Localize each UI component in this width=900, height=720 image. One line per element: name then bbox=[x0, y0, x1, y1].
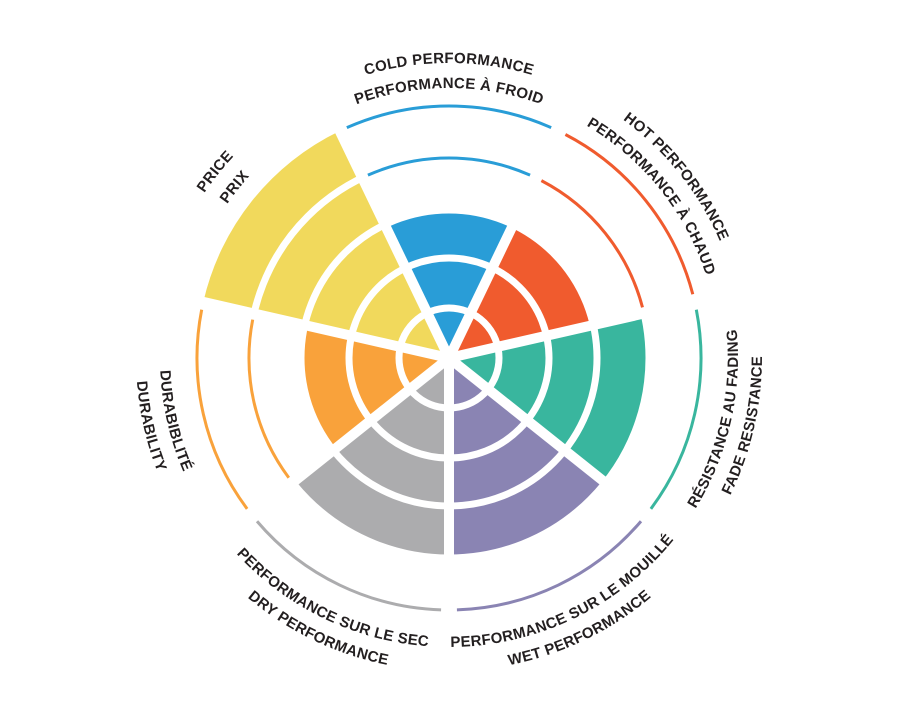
sector-gap-ray-1 bbox=[444, 125, 565, 361]
label-cold-performance-line2: PERFORMANCE À FROID bbox=[352, 75, 546, 108]
sector-fill-dry-performance bbox=[292, 358, 449, 558]
sector-gap-ray-2 bbox=[447, 296, 700, 363]
remaining-level-arc-durability-5 bbox=[195, 309, 249, 510]
remaining-level-arc-hot-performance-4 bbox=[540, 179, 644, 308]
sector-gap-ray-3 bbox=[445, 354, 653, 522]
sector-fills bbox=[203, 130, 650, 558]
sector-fill-cold-performance bbox=[384, 210, 514, 358]
sector-fill-price bbox=[203, 130, 449, 358]
remaining-level-arc-fade-resistance-5 bbox=[649, 309, 703, 510]
remaining-level-arc-cold-performance-5 bbox=[346, 104, 552, 130]
remaining-level-arc-durability-4 bbox=[247, 319, 290, 479]
sector-fill-wet-performance bbox=[449, 358, 606, 558]
remaining-level-arc-hot-performance-5 bbox=[564, 133, 695, 295]
remaining-level-arc-dry-performance-5 bbox=[255, 520, 442, 612]
sector-gap-rays bbox=[198, 125, 700, 614]
sector-gap-ray-5 bbox=[245, 354, 453, 522]
remaining-level-arc-wet-performance-5 bbox=[456, 520, 643, 612]
label-hot-performance-line1: HOT PERFORMANCE bbox=[620, 109, 732, 243]
sector-gap-ray-0 bbox=[333, 125, 454, 361]
sector-fill-durability bbox=[300, 325, 449, 451]
label-cold-performance-line1: COLD PERFORMANCE bbox=[362, 50, 536, 79]
sector-gap-ray-6 bbox=[198, 296, 451, 363]
remaining-level-arcs bbox=[195, 104, 703, 612]
remaining-level-arc-cold-performance-4 bbox=[367, 156, 531, 177]
